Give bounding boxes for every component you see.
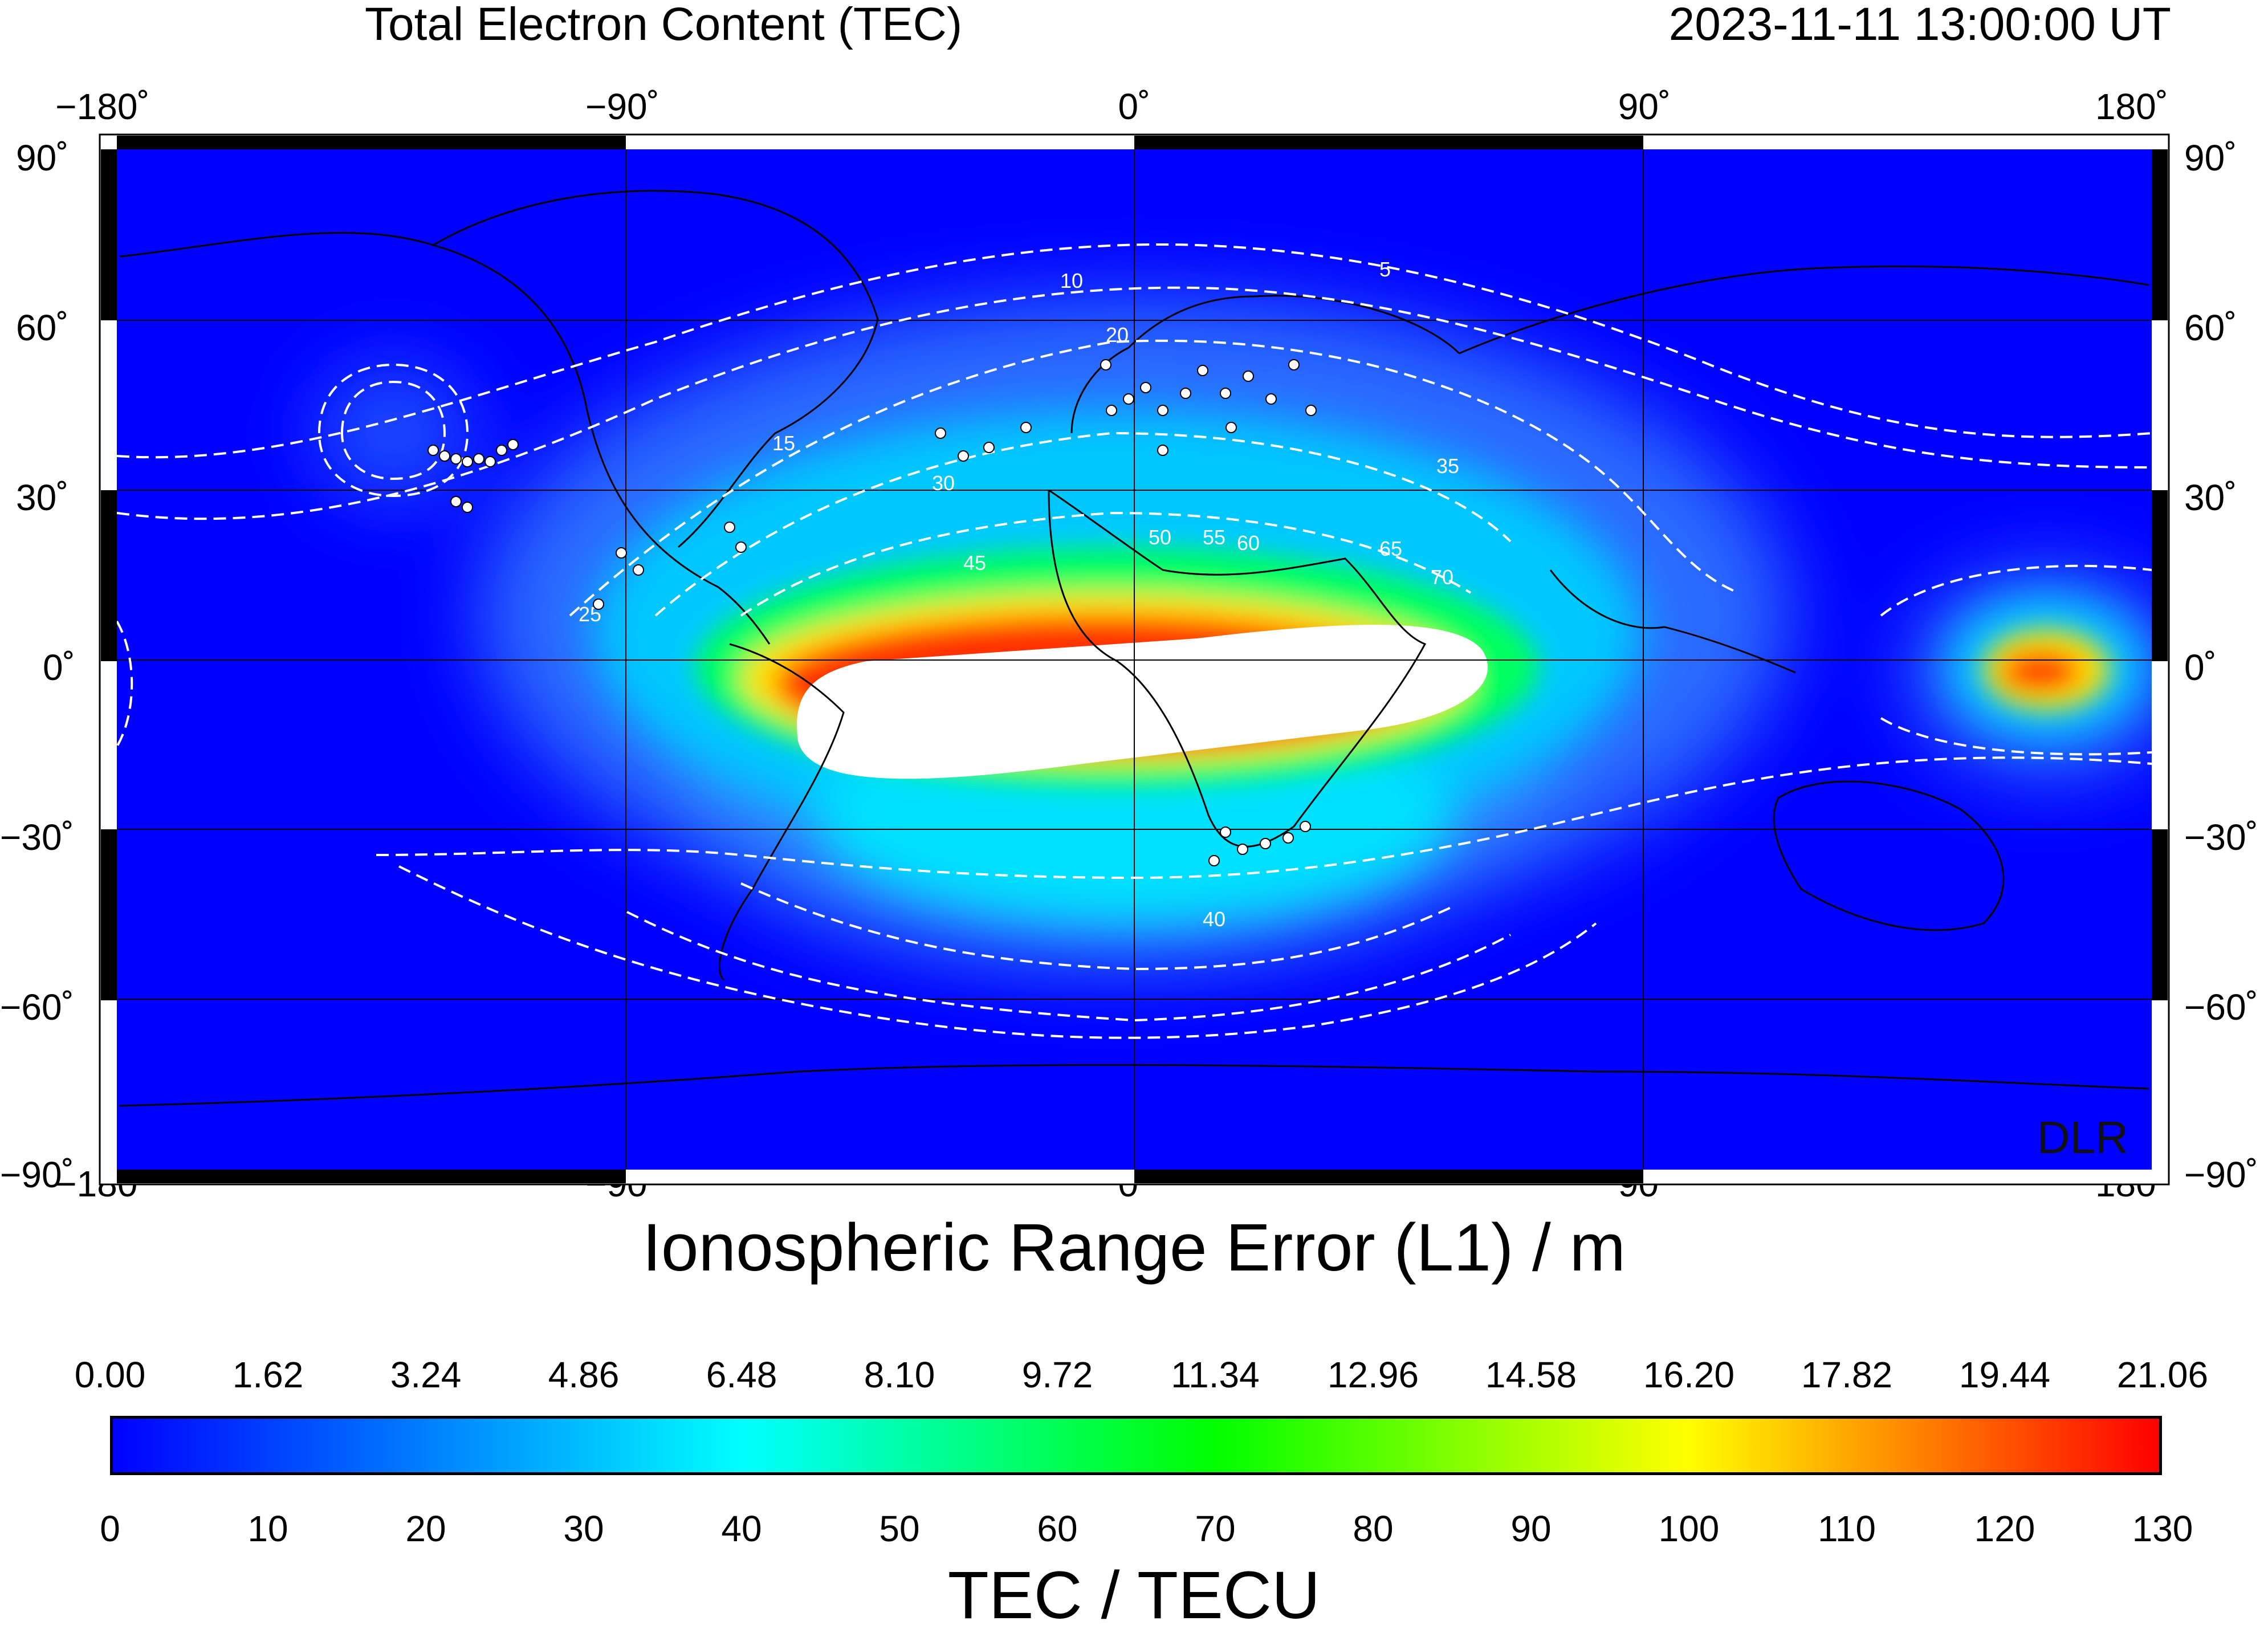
contour-label-15: 15 [772, 431, 795, 455]
tec-tick-13: 130 [2132, 1508, 2193, 1549]
lat-label-left-minus90: −90˚ [0, 1154, 74, 1195]
lat-label-left-minus30: −30˚ [0, 817, 74, 858]
lon-label-top-180: 180˚ [2095, 86, 2169, 127]
tec-world-map: 5 10 15 20 25 30 35 40 45 50 55 60 65 70 [99, 133, 2170, 1186]
map-timestamp: 2023-11-11 13:00:00 UT [1668, 0, 2171, 50]
lat-label-right-minus90: −90˚ [2184, 1154, 2258, 1195]
range-error-tick-5: 8.10 [864, 1354, 935, 1395]
gnss-stations [427, 359, 1317, 866]
lat-label-left-0: 0˚ [43, 647, 75, 688]
tec-tick-7: 70 [1195, 1508, 1236, 1549]
lon-label-top-0: 0˚ [1118, 86, 1151, 127]
contour-label-30: 30 [932, 471, 955, 495]
lat-label-right-minus30: −30˚ [2184, 817, 2258, 858]
contour-label-50: 50 [1149, 526, 1171, 549]
tec-tick-3: 30 [563, 1508, 604, 1549]
tec-tick-5: 50 [879, 1508, 920, 1549]
tec-tick-9: 90 [1510, 1508, 1552, 1549]
tec-tick-1: 10 [247, 1508, 288, 1549]
range-error-tick-9: 14.58 [1485, 1354, 1577, 1395]
range-error-tick-0: 0.00 [74, 1354, 146, 1395]
contour-label-35: 35 [1436, 454, 1459, 478]
tec-tick-0: 0 [100, 1508, 120, 1549]
lat-label-left-30: 30˚ [16, 477, 69, 518]
range-error-tick-12: 19.44 [1958, 1354, 2051, 1395]
tec-colorbar [110, 1416, 2162, 1475]
range-error-tick-13: 21.06 [2116, 1354, 2209, 1395]
coastlines [119, 190, 2149, 1107]
contour-label-70: 70 [1431, 565, 1453, 589]
contour-label-55: 55 [1203, 526, 1225, 549]
range-error-tick-7: 11.34 [1171, 1354, 1260, 1395]
tec-saturated-core [797, 625, 1488, 779]
lat-label-right-60: 60˚ [2184, 307, 2237, 348]
lon-label-top-minus90: −90˚ [585, 86, 659, 127]
graticule [117, 149, 2152, 1170]
lon-label-top-minus180: −180˚ [55, 86, 150, 127]
lat-label-left-90: 90˚ [16, 137, 69, 178]
lat-label-right-30: 30˚ [2184, 477, 2237, 518]
tec-tick-8: 80 [1353, 1508, 1394, 1549]
contour-label-45: 45 [963, 551, 986, 575]
contour-label-5: 5 [1379, 258, 1391, 281]
tec-tick-11: 110 [1817, 1508, 1876, 1549]
lon-label-top-90: 90˚ [1618, 86, 1671, 127]
range-error-tick-8: 12.96 [1327, 1354, 1419, 1395]
lat-label-left-minus60: −60˚ [0, 987, 74, 1028]
lat-label-left-60: 60˚ [16, 307, 69, 348]
tec-tick-10: 100 [1658, 1508, 1720, 1549]
tec-contours [117, 243, 2152, 1039]
contour-label-20: 20 [1106, 323, 1129, 347]
range-error-tick-1: 1.62 [232, 1354, 304, 1395]
range-error-tick-3: 4.86 [548, 1354, 620, 1395]
range-error-title: Ionospheric Range Error (L1) / m [642, 1210, 1626, 1285]
lat-label-right-minus60: −60˚ [2184, 987, 2258, 1028]
contour-label-10: 10 [1060, 269, 1083, 292]
contour-label-60: 60 [1237, 531, 1260, 555]
range-error-tick-10: 16.20 [1643, 1354, 1735, 1395]
dlr-watermark: DLR [2037, 1112, 2129, 1163]
lat-label-right-90: 90˚ [2184, 137, 2237, 178]
range-error-tick-4: 6.48 [706, 1354, 777, 1395]
tec-unit-title: TEC / TECU [947, 1558, 1321, 1633]
contour-label-65: 65 [1379, 537, 1402, 560]
tec-tick-12: 120 [1974, 1508, 2035, 1549]
range-error-tick-2: 3.24 [390, 1354, 462, 1395]
tec-tick-2: 20 [405, 1508, 446, 1549]
map-title: Total Electron Content (TEC) [365, 0, 963, 50]
contour-label-40: 40 [1203, 907, 1225, 931]
range-error-tick-11: 17.82 [1801, 1354, 1893, 1395]
tec-tick-6: 60 [1037, 1508, 1078, 1549]
lat-label-right-0: 0˚ [2184, 647, 2217, 688]
tec-tick-4: 40 [721, 1508, 762, 1549]
range-error-tick-6: 9.72 [1021, 1354, 1093, 1395]
